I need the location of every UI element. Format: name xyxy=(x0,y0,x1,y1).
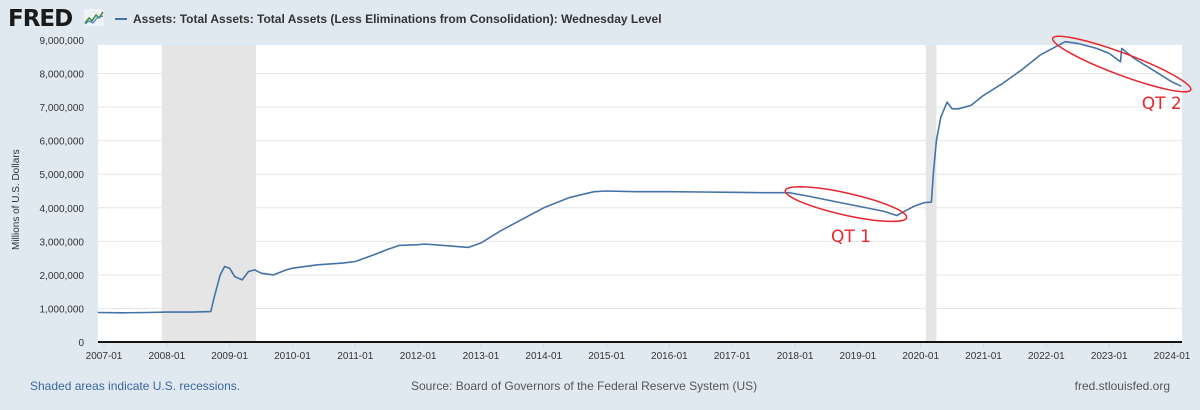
x-tick-label: 2020-01 xyxy=(902,351,939,362)
site-link[interactable]: fred.stlouisfed.org xyxy=(1074,379,1170,393)
x-tick-label: 2017-01 xyxy=(714,351,751,362)
x-tick-label: 2024-01 xyxy=(1154,351,1191,362)
plot-area xyxy=(98,45,1182,342)
x-tick-label: 2019-01 xyxy=(840,351,877,362)
y-tick-label: 8,000,000 xyxy=(40,70,85,81)
y-tick-label: 7,000,000 xyxy=(40,103,85,114)
series-line xyxy=(97,40,1182,314)
annotation-ellipse xyxy=(784,186,908,223)
y-tick-label: 0 xyxy=(78,338,84,349)
y-tick-label: 9,000,000 xyxy=(40,36,85,47)
y-tick-label: 6,000,000 xyxy=(40,137,85,148)
chart: 0 1,000,000 2,000,000 3,000,000 4,000,000 5,0… xyxy=(40,35,1192,362)
x-tick-label: 2016-01 xyxy=(651,351,688,362)
fred-logo[interactable]: FRED xyxy=(8,6,73,32)
y-tick-label: 2,000,000 xyxy=(40,271,85,282)
y-tick-label: 5,000,000 xyxy=(40,170,85,181)
y-tick-label: 3,000,000 xyxy=(40,237,85,248)
x-tick-label: 2018-01 xyxy=(777,351,814,362)
x-tick-label: 2023-01 xyxy=(1091,351,1128,362)
legend-label: Assets: Total Assets: Total Assets (Less… xyxy=(133,12,662,26)
recession-shade xyxy=(925,45,937,342)
chart-legend: Assets: Total Assets: Total Assets (Less… xyxy=(115,12,662,26)
fred-graph-icon xyxy=(84,9,104,26)
y-tick-label: 4,000,000 xyxy=(40,204,85,215)
x-tick-label: 2022-01 xyxy=(1028,351,1065,362)
x-tick-label: 2014-01 xyxy=(525,351,562,362)
x-tick-label: 2012-01 xyxy=(400,351,437,362)
annotation-label: QT 1 xyxy=(831,227,871,247)
x-tick-label: 2010-01 xyxy=(274,351,311,362)
annotation-ellipse xyxy=(1051,35,1192,93)
y-tick-label: 1,000,000 xyxy=(40,304,85,315)
x-tick-label: 2013-01 xyxy=(463,351,500,362)
x-tick-label: 2009-01 xyxy=(211,351,248,362)
recession-shade xyxy=(161,45,257,342)
x-tick-label: 2021-01 xyxy=(965,351,1002,362)
x-tick-label: 2011-01 xyxy=(337,351,373,362)
source-note: Source: Board of Governors of the Federa… xyxy=(411,379,758,393)
x-tick-label: 2007-01 xyxy=(86,351,123,362)
annotation-label: QT 2 xyxy=(1142,94,1182,114)
x-tick-label: 2008-01 xyxy=(148,351,185,362)
x-tick-label: 2015-01 xyxy=(588,351,625,362)
recession-note: Shaded areas indicate U.S. recessions. xyxy=(30,379,241,393)
legend-swatch xyxy=(115,18,127,20)
